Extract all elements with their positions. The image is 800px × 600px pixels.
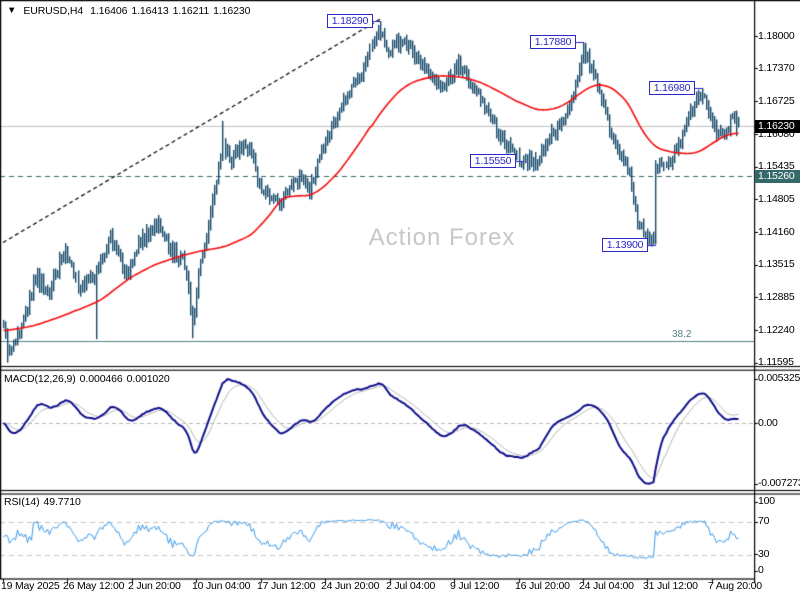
- time-axis-label: 10 Jun 04:00: [192, 579, 251, 592]
- macd-indicator-label: MACD(12,26,9) 0.000466 0.001020: [4, 373, 170, 385]
- ohlc-high: 1.16413: [131, 5, 169, 17]
- macd-name: MACD(12,26,9): [4, 372, 76, 385]
- time-axis-label: 2 Jun 20:00: [128, 579, 181, 592]
- price-axis-label: 1.12885: [758, 290, 795, 303]
- rsi-indicator-label: RSI(14) 49.7710: [4, 496, 81, 508]
- time-axis-label: 26 May 12:00: [63, 579, 125, 592]
- chart-title: ▼ EURUSD,H4 1.16406 1.16413 1.16211 1.16230: [7, 5, 250, 17]
- rsi-name: RSI(14): [4, 495, 40, 508]
- macd-axis-label: 0.005325: [758, 372, 800, 384]
- time-axis-label: 17 Jun 12:00: [257, 579, 316, 592]
- rsi-value: 49.7710: [43, 495, 81, 508]
- ohlc-low: 1.16211: [172, 5, 210, 17]
- price-callout-label[interactable]: 1.13900: [602, 238, 648, 253]
- price-axis-label: 1.15435: [758, 160, 795, 173]
- price-callout-label[interactable]: 1.16980: [649, 81, 695, 96]
- rsi-axis-label: 30: [758, 547, 770, 560]
- rsi-axis-label: 0: [758, 564, 764, 576]
- time-axis-label: 19 May 2025: [1, 579, 60, 592]
- price-axis-label: 1.17370: [758, 61, 795, 74]
- time-axis-label: 7 Aug 20:00: [708, 579, 762, 592]
- price-axis-label: 1.14805: [758, 192, 795, 205]
- ohlc-open: 1.16406: [90, 5, 128, 17]
- macd-signal-value: 0.001020: [126, 372, 170, 385]
- price-axis-label: 1.16725: [758, 94, 795, 107]
- price-callout-label[interactable]: 1.15550: [470, 154, 516, 169]
- macd-axis-label: -0.007273: [758, 477, 800, 490]
- ohlc-close: 1.16230: [213, 5, 251, 17]
- price-axis-label: 1.18000: [758, 29, 795, 42]
- macd-axis-label: 0.00: [758, 416, 778, 429]
- time-axis-label: 31 Jul 12:00: [643, 579, 698, 592]
- price-axis-label: 1.13515: [758, 258, 795, 271]
- fib-level-label: 38.2: [672, 328, 692, 340]
- current-price-box: 1.16230: [755, 120, 800, 134]
- price-axis-label: 1.14160: [758, 225, 795, 238]
- macd-main-value: 0.000466: [79, 372, 123, 385]
- rsi-axis-label: 70: [758, 515, 770, 527]
- time-axis-label: 9 Jul 12:00: [450, 579, 500, 592]
- price-axis-label: 1.12240: [758, 323, 795, 336]
- price-axis-label: 1.11595: [758, 356, 794, 369]
- dropdown-icon[interactable]: ▼: [7, 5, 17, 16]
- time-axis-label: 16 Jul 20:00: [515, 579, 570, 592]
- support-price-box: 1.15260: [755, 169, 800, 183]
- price-callout-label[interactable]: 1.18290: [327, 14, 373, 29]
- time-axis-label: 24 Jun 20:00: [321, 579, 380, 592]
- rsi-axis-label: 100: [758, 495, 775, 507]
- time-axis-label: 2 Jul 04:00: [386, 579, 436, 592]
- time-axis-label: 24 Jul 04:00: [579, 579, 634, 592]
- price-callout-label[interactable]: 1.17880: [530, 35, 576, 50]
- symbol-period-label: EURUSD,H4: [23, 5, 84, 17]
